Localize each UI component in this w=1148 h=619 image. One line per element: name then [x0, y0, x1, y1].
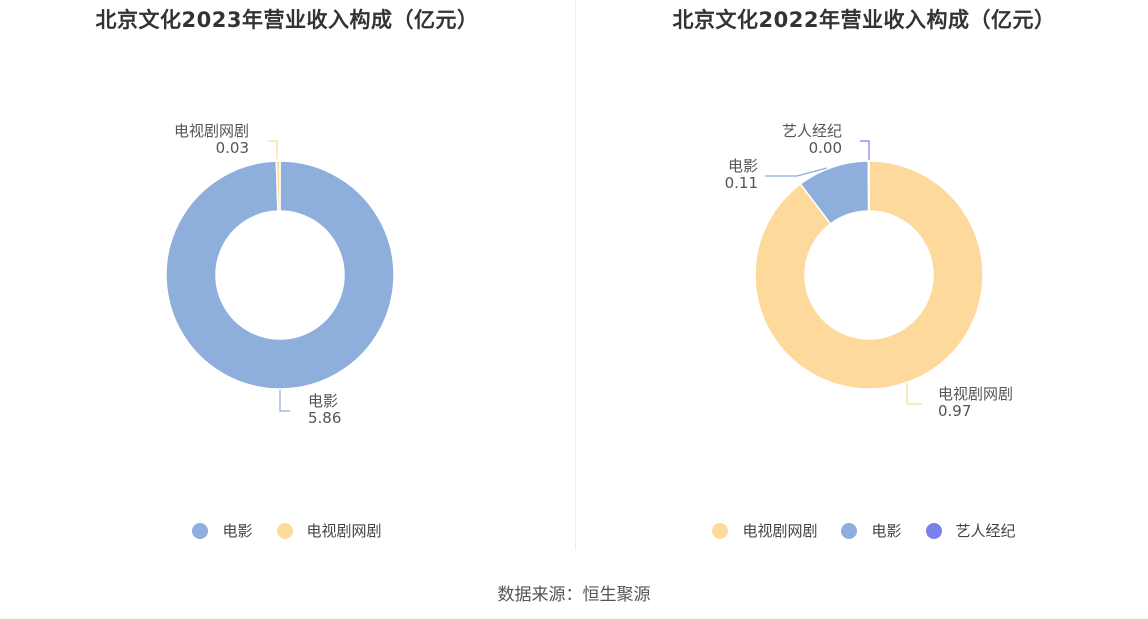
label-leader-line: [279, 390, 290, 412]
legend-label: 电视剧网剧: [306, 522, 382, 540]
label-leader-line: [860, 140, 870, 160]
chart-2023: 北京文化2023年营业收入构成（亿元） 电影 5.86 电视剧网剧 0.03 电影 电视…: [0, 0, 574, 560]
slice-name-label: 电视剧网剧: [174, 122, 249, 140]
legend-item[interactable]: 艺人经纪: [925, 520, 1016, 541]
legend-item[interactable]: 电影: [841, 520, 902, 541]
legend-label: 电影: [871, 522, 902, 540]
donut-slice-1[interactable]: [275, 160, 281, 212]
slice-name-label: 电影: [308, 392, 338, 410]
slice-value-label: 5.86: [308, 409, 341, 427]
slice-value-label: 0.97: [938, 402, 971, 420]
label-leader-line: [765, 167, 828, 177]
slice-value-label: 0.03: [216, 139, 249, 157]
label-leader-line: [268, 140, 278, 159]
donut-slice-0[interactable]: [754, 160, 984, 390]
slice-name-label: 艺人经纪: [782, 122, 842, 140]
slice-name-label: 电视剧网剧: [938, 385, 1013, 403]
legend-label: 艺人经纪: [955, 522, 1016, 540]
legend-color-dot: [192, 522, 209, 539]
legend-2022: 电视剧网剧 电影 艺人经纪: [577, 520, 1148, 541]
slice-value-label: 0.00: [809, 139, 842, 157]
legend-label: 电影: [222, 522, 253, 540]
legend-label: 电视剧网剧: [742, 522, 818, 540]
label-leader-line: [906, 383, 922, 405]
slice-value-label: 0.11: [725, 174, 758, 192]
legend-item[interactable]: 电视剧网剧: [712, 520, 817, 541]
legend-color-dot: [925, 522, 942, 539]
panel-divider: [575, 0, 576, 550]
chart-title: 北京文化2023年营业收入构成（亿元）: [95, 8, 479, 32]
donut-slice-2[interactable]: [867, 160, 870, 212]
slice-name-label: 电影: [728, 157, 758, 175]
legend-item[interactable]: 电视剧网剧: [276, 520, 382, 541]
legend-2023: 电影 电视剧网剧: [0, 520, 574, 541]
chart-title: 北京文化2022年营业收入构成（亿元）: [672, 8, 1056, 32]
legend-item[interactable]: 电影: [192, 520, 253, 541]
legend-color-dot: [841, 522, 858, 539]
legend-color-dot: [276, 522, 293, 539]
donut-slice-0[interactable]: [165, 160, 395, 390]
data-source: 数据来源：恒生聚源: [497, 585, 651, 605]
legend-color-dot: [712, 522, 729, 539]
chart-2022: 北京文化2022年营业收入构成（亿元） 电视剧网剧 0.97 电影 0.11 艺人经纪 0…: [577, 0, 1148, 560]
